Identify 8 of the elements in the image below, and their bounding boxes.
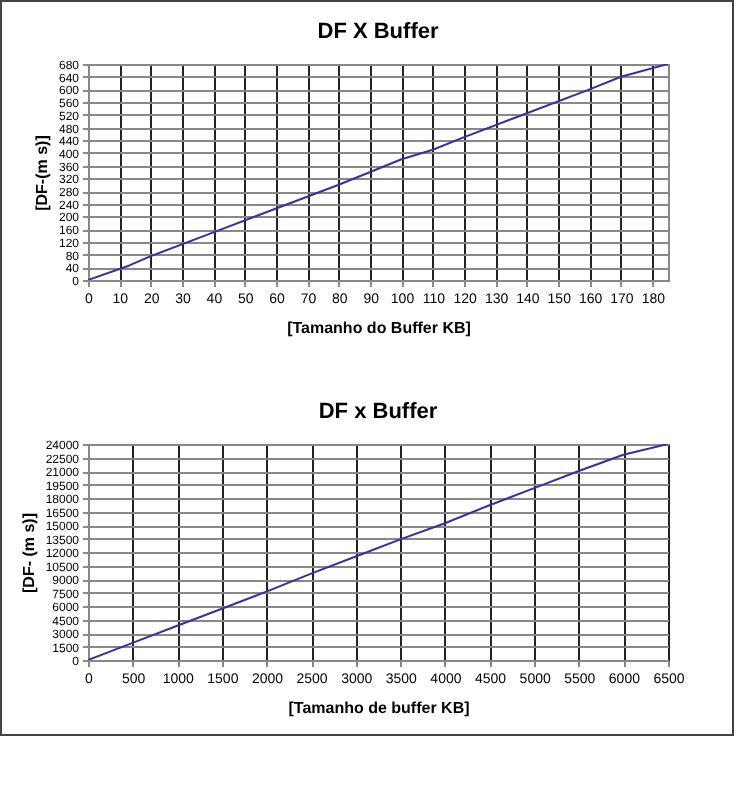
line-series <box>88 64 668 280</box>
y-axis-title: [DF- (m s)] <box>19 512 38 593</box>
chart-title: DF x Buffer <box>318 400 439 424</box>
y-axis-title: [DF-(m s)] <box>32 134 51 211</box>
chart-title: DF X Buffer <box>317 20 440 44</box>
x-axis-title: [Tamanho de buffer KB] <box>288 699 471 717</box>
line-series <box>88 444 668 660</box>
x-axis-title: [Tamanho do Buffer KB] <box>287 319 472 337</box>
